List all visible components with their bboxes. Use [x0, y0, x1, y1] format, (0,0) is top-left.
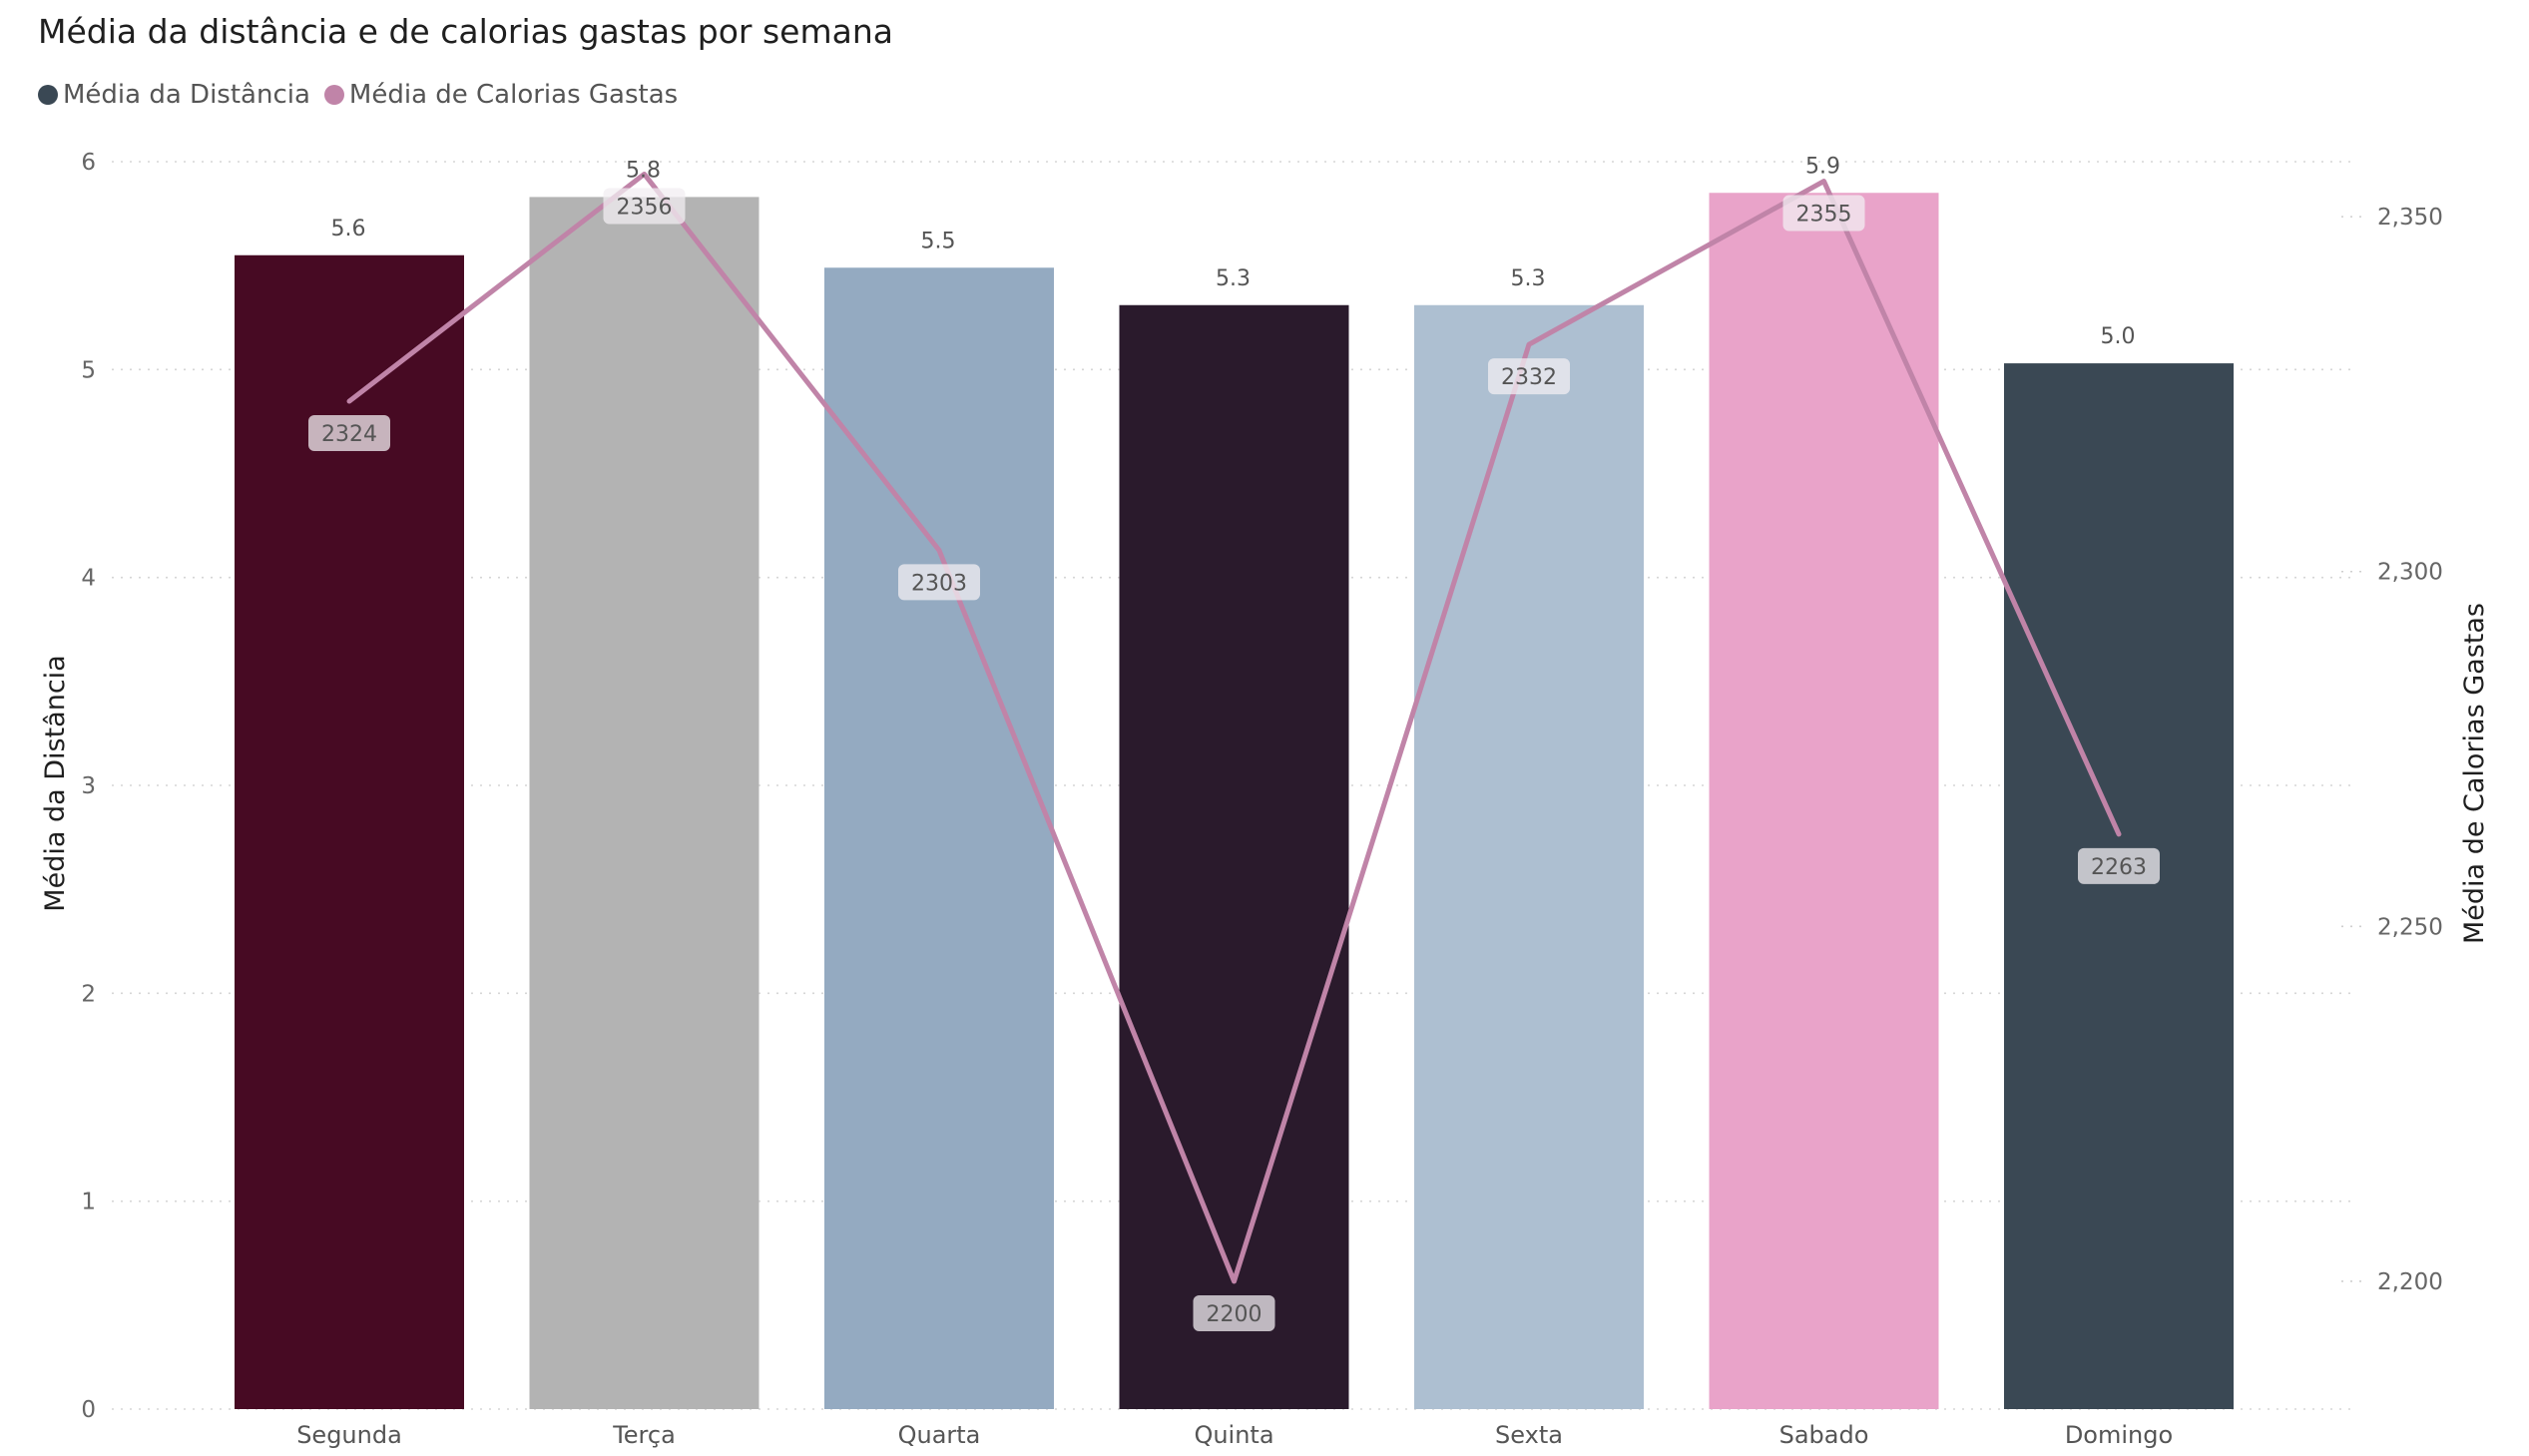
line-value-label: 2356 [617, 195, 673, 220]
y-axis-title: Média da Distância [40, 655, 71, 911]
bar-value-label: 5.0 [2101, 324, 2136, 349]
line-label-box [1782, 195, 1865, 232]
line-label-box [898, 564, 980, 601]
bar-value-label: 5.5 [921, 229, 956, 253]
bar-value-label: 5.3 [1511, 266, 1546, 291]
x-tick-label: Sexta [1495, 1421, 1563, 1449]
bar-value-label: 5.9 [1805, 154, 1840, 179]
y-tick-label: 4 [81, 566, 96, 592]
y-tick-label: 5 [81, 357, 96, 383]
y-tick-label: 0 [81, 1397, 96, 1423]
bar-quinta[interactable] [1119, 304, 1349, 1409]
line-label-box [308, 415, 390, 452]
y-tick-label: 6 [81, 150, 96, 176]
x-tick-label: Sabado [1779, 1421, 1869, 1449]
y2-tick-label: 2,300 [2377, 560, 2443, 586]
y-tick-label: 2 [81, 981, 96, 1007]
x-tick-label: Quarta [898, 1421, 981, 1449]
bar-sabado[interactable] [1709, 193, 1939, 1409]
axes: 0 1 2 3 4 5 6 2,200 2,250 2,300 2,350 Segunda Terça Q… [40, 150, 2490, 1449]
bar-domingo[interactable] [2004, 363, 2234, 1409]
line-value-label: 2324 [321, 422, 377, 447]
line-label-box [1488, 358, 1570, 395]
bar-value-label: 5.3 [1216, 266, 1251, 291]
chart-title: Média da distância e de calorias gastas … [38, 12, 893, 51]
x-tick-label: Terça [612, 1421, 676, 1449]
line-label-box [1193, 1294, 1275, 1331]
y2-tick-label: 2,200 [2377, 1269, 2443, 1295]
legend-item-calories[interactable]: Média de Calorias Gastas [323, 80, 679, 110]
bars [235, 193, 2234, 1410]
x-tick-label: Segunda [296, 1421, 402, 1449]
legend-marker-calories [323, 85, 344, 105]
bar-quarta[interactable] [824, 267, 1054, 1409]
x-tick-label: Quinta [1194, 1421, 1273, 1449]
line-value-label: 2303 [911, 571, 967, 596]
bar-value-label: 5.8 [626, 158, 661, 183]
bar-terça[interactable] [529, 197, 759, 1410]
y2-tick-label: 2,250 [2377, 914, 2443, 940]
calories-line-path[interactable] [346, 171, 2122, 1284]
line-label-box [603, 188, 686, 225]
line-label-box [2078, 847, 2160, 884]
legend: Média da Distância Média de Calorias Gas… [38, 80, 692, 110]
legend-item-distance[interactable]: Média da Distância [38, 80, 310, 110]
bar-sexta[interactable] [1414, 304, 1644, 1409]
legend-marker-distance [38, 85, 58, 105]
line-value-label: 2355 [1796, 203, 1852, 228]
line-value-label: 2263 [2091, 855, 2147, 880]
gridlines [112, 161, 2355, 1410]
y2-tick-label: 2,350 [2377, 205, 2443, 231]
bar-value-label: 5.6 [331, 217, 366, 242]
y-tick-label: 3 [81, 773, 96, 799]
legend-label-calories: Média de Calorias Gastas [348, 80, 679, 110]
calories-line [346, 171, 2122, 1284]
line-value-label: 2332 [1501, 365, 1557, 390]
y-tick-label: 1 [81, 1190, 96, 1215]
x-tick-label: Domingo [2065, 1421, 2173, 1449]
y2-axis-title: Média de Calorias Gastas [2459, 603, 2490, 944]
data-labels: 5.6 5.8 5.5 5.3 5.3 5.9 5.0 2324 2356 2303 2200 233… [308, 154, 2160, 1331]
line-value-label: 2200 [1207, 1302, 1263, 1327]
legend-label-distance: Média da Distância [63, 80, 310, 110]
